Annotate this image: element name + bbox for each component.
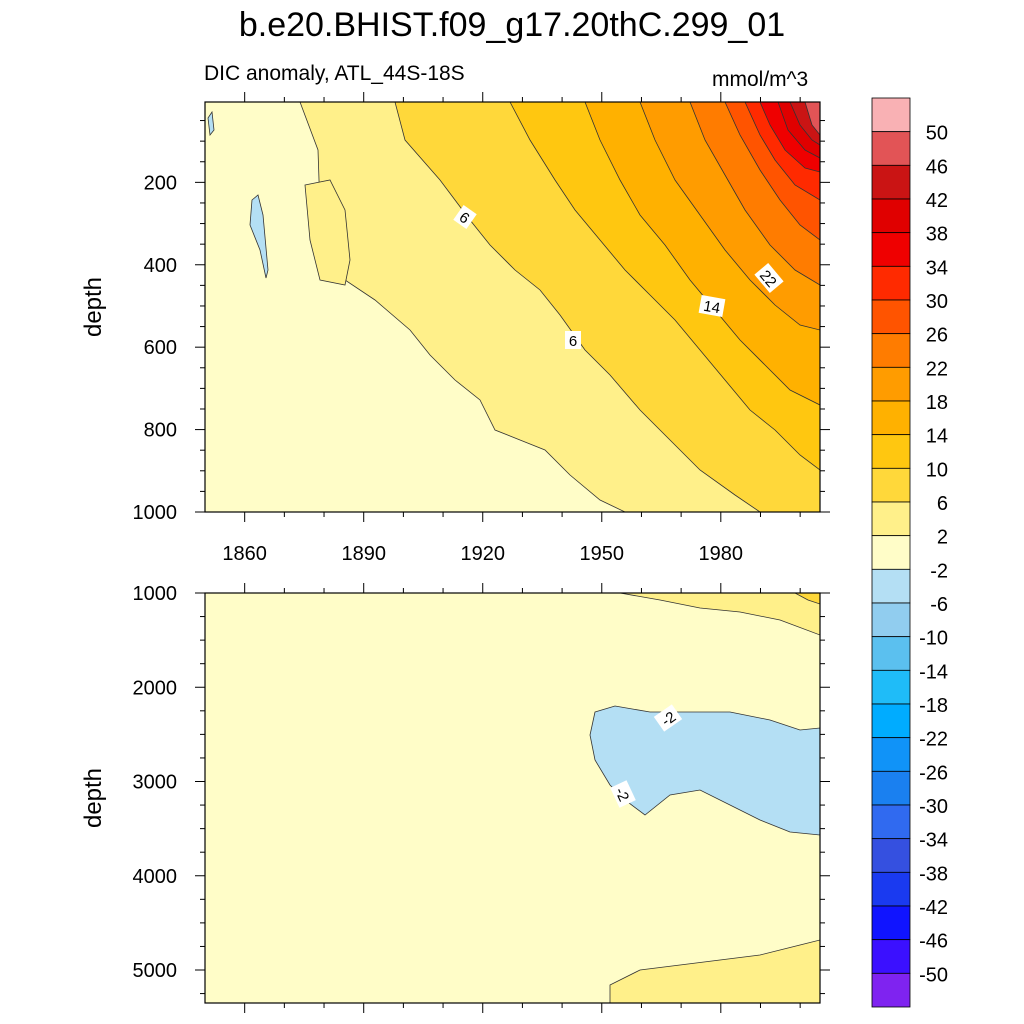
colorbar-label: -22 bbox=[919, 729, 948, 751]
lower-ylabel: depth bbox=[80, 768, 107, 828]
colorbar-label: -2 bbox=[930, 560, 948, 582]
colorbar-label: 46 bbox=[926, 156, 948, 178]
y-tick-label: 2000 bbox=[133, 677, 178, 699]
colorbar-label: -10 bbox=[919, 628, 948, 650]
colorbar-swatch bbox=[871, 198, 911, 234]
colorbar-swatch bbox=[871, 737, 911, 772]
colorbar-label: 38 bbox=[926, 224, 948, 246]
x-tick-label: 1980 bbox=[699, 543, 744, 565]
y-tick-label: 800 bbox=[144, 420, 177, 442]
upper-negative-blob-2 bbox=[207, 110, 215, 136]
colorbar-label: 2 bbox=[937, 527, 948, 549]
colorbar-label: -6 bbox=[930, 594, 948, 616]
contour-label: -2 bbox=[611, 785, 632, 804]
colorbar-swatch bbox=[871, 972, 911, 1008]
colorbar-label: -38 bbox=[919, 863, 948, 885]
colorbar-label: 22 bbox=[926, 358, 948, 380]
colorbar-label: -46 bbox=[919, 931, 948, 953]
colorbar-swatch bbox=[871, 669, 911, 705]
colorbar-label: -30 bbox=[919, 796, 948, 818]
upper-contour-labels: 6 6 14 22 bbox=[453, 205, 784, 350]
y-tick-label: 4000 bbox=[133, 866, 178, 888]
chart-title: b.e20.BHIST.f09_g17.20thC.299_01 bbox=[238, 6, 786, 44]
colorbar-label: 6 bbox=[937, 493, 948, 515]
lower-contour-labels: -2 -2 bbox=[610, 704, 683, 808]
colorbar-swatch bbox=[871, 400, 911, 436]
upper-ylabel: depth bbox=[80, 277, 107, 337]
colorbar-label: 42 bbox=[926, 190, 948, 212]
colorbar-label: -14 bbox=[919, 661, 948, 683]
colorbar-swatch bbox=[871, 636, 911, 671]
x-tick-label: 1890 bbox=[341, 543, 386, 565]
colorbar-swatch bbox=[871, 299, 911, 335]
colorbar-swatch bbox=[871, 703, 911, 739]
y-tick-label: 5000 bbox=[133, 960, 178, 982]
lower-band-2-bottom bbox=[609, 939, 820, 1003]
y-tick-label: 400 bbox=[144, 255, 177, 277]
contour-label: 14 bbox=[702, 298, 721, 318]
colorbar-swatch bbox=[871, 467, 911, 503]
colorbar-label: 14 bbox=[926, 426, 948, 448]
colorbar-swatch bbox=[871, 905, 911, 941]
colorbar-swatch bbox=[871, 265, 911, 301]
y-tick-label: 3000 bbox=[133, 772, 178, 794]
upper-negative-blob-1 bbox=[249, 194, 269, 279]
colorbar-label: 18 bbox=[926, 392, 948, 414]
y-tick-label: 600 bbox=[144, 337, 177, 359]
lower-band-6-top bbox=[794, 593, 820, 605]
colorbar-label: 30 bbox=[926, 291, 948, 313]
upper-band-46 bbox=[804, 102, 820, 136]
y-tick-label: 200 bbox=[144, 172, 177, 194]
x-tick-label: 1860 bbox=[222, 543, 267, 565]
colorbar-label: -34 bbox=[919, 830, 948, 852]
colorbar-swatch bbox=[871, 164, 911, 200]
colorbar-swatch bbox=[871, 501, 911, 537]
colorbar-label: 26 bbox=[926, 325, 948, 347]
upper-band-2-patch bbox=[304, 179, 351, 286]
lower-axes: 1000 2000 3000 4000 5000 bbox=[133, 583, 830, 1013]
colorbar-swatch bbox=[871, 939, 911, 974]
colorbar-label: 34 bbox=[926, 257, 948, 279]
chart-subtitle-variable: DIC anomaly, ATL_44S-18S bbox=[204, 62, 465, 85]
colorbar-swatch bbox=[871, 333, 911, 368]
colorbar-swatch bbox=[871, 770, 911, 806]
colorbar: 50 46 42 38 34 30 26 22 18 14 10 6 2 -2 -6 -10 -14 -18 -22… bbox=[871, 97, 948, 1008]
upper-plot-frame bbox=[204, 101, 821, 513]
upper-panel-fill bbox=[205, 102, 820, 512]
colorbar-label: -18 bbox=[919, 695, 948, 717]
colorbar-label: 50 bbox=[926, 123, 948, 145]
colorbar-swatch bbox=[871, 602, 911, 638]
y-tick-label: 1000 bbox=[133, 502, 178, 524]
colorbar-swatch bbox=[871, 97, 911, 133]
colorbar-swatch bbox=[871, 871, 911, 907]
colorbar-swatch bbox=[871, 131, 911, 166]
colorbar-swatch bbox=[871, 838, 911, 873]
colorbar-swatch bbox=[871, 568, 911, 604]
colorbar-label: -42 bbox=[919, 897, 948, 919]
chart-subtitle-units: mmol/m^3 bbox=[712, 68, 809, 91]
lower-band-2-top bbox=[619, 593, 820, 636]
lower-panel-fill bbox=[205, 593, 820, 1003]
contour-label: 6 bbox=[569, 333, 577, 350]
lower-plot-frame bbox=[204, 592, 821, 1004]
x-tick-label: 1920 bbox=[460, 543, 505, 565]
colorbar-swatch bbox=[871, 804, 911, 840]
y-tick-label: 1000 bbox=[133, 583, 178, 605]
colorbar-swatch bbox=[871, 366, 911, 402]
upper-axes: 1860 1890 1920 1950 1980 200 400 600 800 1000 bbox=[133, 92, 830, 565]
colorbar-label: -26 bbox=[919, 762, 948, 784]
x-tick-label: 1950 bbox=[580, 543, 625, 565]
colorbar-label: -50 bbox=[919, 964, 948, 986]
colorbar-swatch bbox=[871, 535, 911, 570]
colorbar-label: 10 bbox=[926, 459, 948, 481]
colorbar-swatch bbox=[871, 434, 911, 469]
colorbar-swatch bbox=[871, 232, 911, 267]
